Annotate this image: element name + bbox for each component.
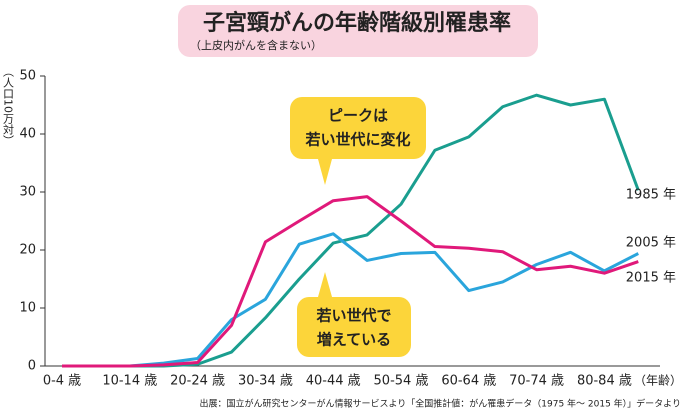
title-box <box>178 5 538 57</box>
x-tick-label: 50-54 歳 <box>374 374 429 389</box>
y-tick-label: 0 <box>28 359 36 374</box>
y-tick-label: 20 <box>19 243 36 258</box>
x-axis-label: （年齢） <box>634 373 682 388</box>
y-tick-label: 10 <box>19 301 36 316</box>
y-axis-label: （人口10万対） <box>2 66 15 146</box>
annotation: 若い世代に変化 <box>304 131 410 149</box>
annotation: 若い世代で <box>315 307 391 325</box>
series-label: 2015 年 <box>626 271 676 286</box>
x-tick-label: 70-74 歳 <box>509 374 564 389</box>
x-tick-label: 10-14 歳 <box>102 374 157 389</box>
series-label: 2005 年 <box>626 236 676 251</box>
x-tick-label: 60-64 歳 <box>441 374 496 389</box>
x-tick-label: 80-84 歳 <box>577 374 632 389</box>
callout-box <box>297 297 411 357</box>
x-tick-label: 20-24 歳 <box>170 374 225 389</box>
source-note: 出展：国立がん研究センターがん情報サービスより「全国推計値：がん罹患データ（19… <box>199 398 681 410</box>
annotation: ピークは <box>328 107 388 125</box>
series-line <box>62 195 639 368</box>
chart-title: 子宮頸がんの年齢階級別罹患率 <box>203 10 511 36</box>
y-tick-label: 30 <box>19 185 36 200</box>
annotation: 増えている <box>317 331 391 349</box>
y-tick-label: 40 <box>19 127 36 142</box>
callout-box <box>290 97 426 159</box>
x-tick-label: 0-4 歳 <box>43 374 81 389</box>
series-label: 1985 年 <box>626 188 676 203</box>
x-tick-label: 40-44 歳 <box>306 374 361 389</box>
callout-pointer <box>318 272 332 297</box>
chart-subtitle: （上皮内がんを含まない） <box>190 38 322 52</box>
y-tick-label: 50 <box>19 69 36 84</box>
x-tick-label: 30-34 歳 <box>238 374 293 389</box>
callout-pointer <box>318 159 332 185</box>
